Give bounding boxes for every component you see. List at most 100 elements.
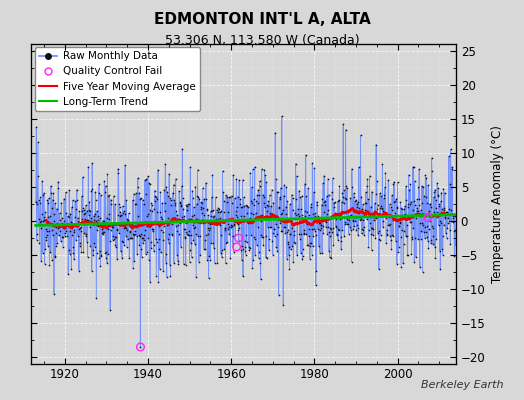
Point (221, 225, 229, 232)
Point (265, 213, 274, 220)
Point (106, 307, 114, 313)
Point (248, 166, 257, 172)
Point (285, 252, 293, 258)
Point (345, 217, 354, 224)
Point (224, 208, 232, 215)
Point (40, 190, 48, 196)
Point (224, 220, 232, 227)
Point (157, 249, 165, 256)
Point (280, 224, 289, 230)
Point (70, 256, 78, 263)
Point (213, 209, 222, 215)
Point (433, 180, 441, 187)
Point (329, 242, 337, 248)
Point (225, 224, 234, 231)
Point (259, 242, 268, 248)
Point (190, 204, 198, 211)
Point (399, 260, 407, 266)
Point (335, 212, 344, 218)
Point (429, 225, 437, 231)
Point (323, 206, 332, 213)
Point (411, 235, 420, 242)
Point (416, 202, 424, 208)
Point (108, 236, 117, 243)
Point (265, 235, 273, 242)
Point (441, 214, 450, 220)
Point (288, 225, 296, 232)
Point (64, 246, 73, 253)
Point (344, 208, 352, 215)
Point (149, 226, 157, 232)
Point (148, 226, 157, 232)
Point (136, 195, 145, 201)
Point (189, 237, 198, 243)
Point (156, 189, 165, 195)
Point (47, 190, 56, 196)
Point (223, 198, 231, 205)
Point (102, 248, 110, 255)
Point (63, 233, 71, 239)
Point (450, 253, 458, 259)
Point (378, 206, 386, 212)
Point (74, 233, 82, 239)
Point (181, 234, 190, 240)
Point (136, 344, 145, 350)
Point (214, 204, 223, 211)
Point (100, 218, 108, 224)
Point (77, 224, 85, 230)
Point (290, 240, 299, 246)
Point (239, 273, 247, 280)
Point (431, 244, 439, 250)
Point (450, 228, 458, 234)
Point (263, 255, 271, 261)
Point (217, 207, 225, 214)
Point (445, 218, 453, 224)
Point (303, 242, 312, 248)
Point (268, 186, 276, 193)
Point (258, 212, 267, 218)
Point (396, 199, 405, 206)
Point (294, 211, 303, 218)
Point (97, 252, 106, 259)
Point (84, 206, 93, 213)
Point (72, 237, 80, 244)
Point (323, 193, 331, 200)
Point (400, 206, 408, 212)
Point (260, 200, 268, 207)
Point (285, 266, 293, 272)
Legend: Raw Monthly Data, Quality Control Fail, Five Year Moving Average, Long-Term Tren: Raw Monthly Data, Quality Control Fail, … (35, 47, 200, 111)
Point (444, 206, 453, 212)
Point (348, 216, 357, 223)
Point (198, 217, 206, 223)
Point (53, 240, 61, 246)
Point (200, 212, 209, 218)
Point (235, 225, 244, 231)
Point (133, 220, 141, 226)
Point (448, 165, 456, 172)
Point (311, 213, 319, 220)
Point (357, 230, 366, 237)
Point (332, 223, 340, 230)
Point (59, 244, 67, 250)
Point (67, 266, 75, 272)
Point (424, 226, 433, 232)
Point (111, 242, 119, 248)
Point (378, 161, 387, 168)
Point (329, 175, 337, 182)
Point (222, 240, 231, 246)
Point (129, 190, 138, 197)
Point (434, 192, 442, 198)
Point (40, 214, 48, 220)
Point (223, 193, 232, 200)
Point (439, 252, 447, 258)
Point (330, 199, 339, 206)
Point (192, 274, 200, 280)
Point (204, 224, 212, 231)
Point (423, 234, 431, 240)
Point (208, 208, 216, 214)
Point (395, 223, 403, 229)
Point (375, 236, 384, 242)
Point (450, 211, 458, 218)
Point (46, 222, 54, 228)
Point (376, 190, 384, 196)
